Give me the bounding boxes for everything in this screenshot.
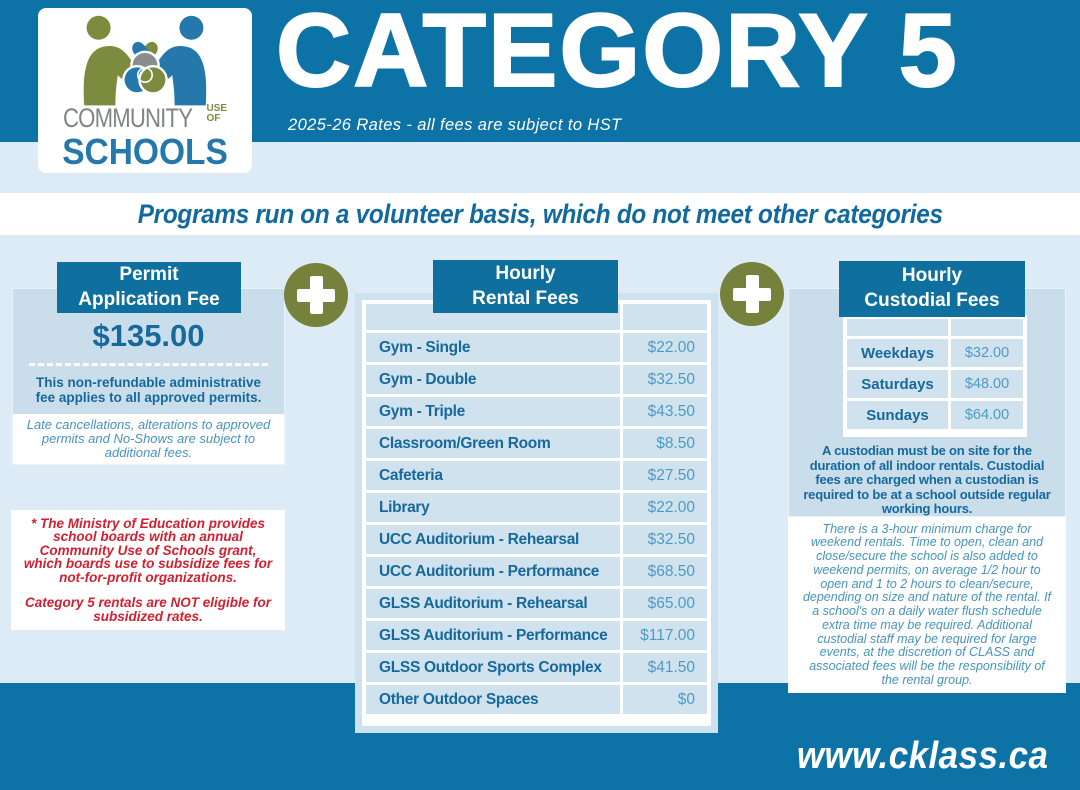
dashed-divider bbox=[29, 363, 268, 366]
community-use-of-schools-logo: COMMUNITY USE OF SCHOOLS bbox=[38, 8, 252, 173]
website-link[interactable]: www.cklass.ca bbox=[796, 735, 1048, 777]
custodial-label: Saturdays bbox=[847, 370, 948, 398]
rental-amount: $0 bbox=[623, 685, 707, 714]
tagline-text: Programs run on a volunteer basis, which… bbox=[137, 198, 943, 229]
rental-fees-table: Gym - Single $22.00 Gym - Double $32.50 … bbox=[362, 300, 711, 726]
rental-label: UCC Auditorium - Rehearsal bbox=[366, 525, 620, 554]
logo-figures-icon bbox=[83, 15, 207, 106]
plus-icon bbox=[720, 262, 784, 326]
page-title: CATEGORY 5 bbox=[275, 0, 959, 109]
rental-label: GLSS Auditorium - Rehearsal bbox=[366, 589, 620, 618]
rental-amount: $65.00 bbox=[623, 589, 707, 618]
hourly-rental-fees-header: Hourly Rental Fees bbox=[433, 260, 618, 313]
permit-application-fee-panel: $135.00 This non-refundable administrati… bbox=[12, 288, 285, 465]
table-row bbox=[847, 319, 1023, 336]
rental-label: Gym - Double bbox=[366, 365, 620, 394]
table-row: UCC Auditorium - Performance $68.50 bbox=[366, 557, 707, 586]
rental-amount: $8.50 bbox=[623, 429, 707, 458]
permit-bold-note: This non-refundable administrative fee a… bbox=[35, 375, 262, 406]
ministry-note-paragraph-1: * The Ministry of Education provides sch… bbox=[23, 515, 273, 585]
table-row: Sundays $64.00 bbox=[847, 401, 1023, 429]
rental-amount: $32.50 bbox=[623, 525, 707, 554]
rental-label: UCC Auditorium - Performance bbox=[366, 557, 620, 586]
hourly-rental-fees-panel: Gym - Single $22.00 Gym - Double $32.50 … bbox=[355, 293, 718, 733]
table-row: Saturdays $48.00 bbox=[847, 370, 1023, 398]
permit-italic-note: Late cancellations, alterations to appro… bbox=[26, 416, 271, 461]
custodial-label: Weekdays bbox=[847, 339, 948, 367]
table-row: Classroom/Green Room $8.50 bbox=[366, 429, 707, 458]
rental-amount: $43.50 bbox=[623, 397, 707, 426]
rental-label: Gym - Triple bbox=[366, 397, 620, 426]
custodial-amount: $32.00 bbox=[951, 339, 1023, 367]
rental-amount: $22.00 bbox=[623, 333, 707, 362]
permit-fee-amount: $135.00 bbox=[92, 318, 205, 353]
permit-italic-note-box: Late cancellations, alterations to appro… bbox=[13, 414, 284, 464]
rental-amount: $22.00 bbox=[623, 493, 707, 522]
table-row: UCC Auditorium - Rehearsal $32.50 bbox=[366, 525, 707, 554]
table-row: GLSS Outdoor Sports Complex $41.50 bbox=[366, 653, 707, 682]
hourly-custodial-fees-header: Hourly Custodial Fees bbox=[839, 261, 1025, 317]
logo-wordmark-top: COMMUNITY USE OF bbox=[63, 103, 227, 134]
rental-label: Cafeteria bbox=[366, 461, 620, 490]
rental-amount: $32.50 bbox=[623, 365, 707, 394]
rental-label: Gym - Single bbox=[366, 333, 620, 362]
table-row: Library $22.00 bbox=[366, 493, 707, 522]
rental-label: GLSS Auditorium - Performance bbox=[366, 621, 620, 650]
custodial-fees-table: Weekdays $32.00 Saturdays $48.00 Sundays… bbox=[843, 315, 1027, 437]
table-row: Cafeteria $27.50 bbox=[366, 461, 707, 490]
custodial-amount: $48.00 bbox=[951, 370, 1023, 398]
rental-amount: $117.00 bbox=[623, 621, 707, 650]
ministry-note-box: * The Ministry of Education provides sch… bbox=[11, 510, 285, 630]
custodial-italic-note: There is a 3-hour minimum charge for wee… bbox=[802, 521, 1052, 687]
custodial-amount: $64.00 bbox=[951, 401, 1023, 429]
rates-subtitle: 2025-26 Rates - all fees are subject to … bbox=[288, 116, 622, 134]
permit-application-fee-header: Permit Application Fee bbox=[57, 262, 241, 313]
ministry-note-paragraph-2: Category 5 rentals are NOT eligible for … bbox=[24, 595, 272, 624]
logo-use-of-text: USE OF bbox=[206, 103, 228, 124]
tagline-band: Programs run on a volunteer basis, which… bbox=[0, 193, 1080, 235]
custodial-bold-note: A custodian must be on site for the dura… bbox=[803, 443, 1051, 517]
logo-community-text: COMMUNITY bbox=[62, 103, 193, 133]
custodial-label: Sundays bbox=[847, 401, 948, 429]
rental-amount: $68.50 bbox=[623, 557, 707, 586]
rental-label: Library bbox=[366, 493, 620, 522]
rental-amount: $41.50 bbox=[623, 653, 707, 682]
custodial-italic-note-box: There is a 3-hour minimum charge for wee… bbox=[788, 517, 1066, 693]
logo-schools-text: SCHOOLS bbox=[62, 131, 228, 172]
table-row: Other Outdoor Spaces $0 bbox=[366, 685, 707, 714]
rental-label: GLSS Outdoor Sports Complex bbox=[366, 653, 620, 682]
table-row: GLSS Auditorium - Performance $117.00 bbox=[366, 621, 707, 650]
rental-amount: $27.50 bbox=[623, 461, 707, 490]
hourly-custodial-fees-panel: Weekdays $32.00 Saturdays $48.00 Sundays… bbox=[788, 288, 1066, 517]
table-row: Gym - Triple $43.50 bbox=[366, 397, 707, 426]
table-row: Weekdays $32.00 bbox=[847, 339, 1023, 367]
rental-label: Other Outdoor Spaces bbox=[366, 685, 620, 714]
rental-label: Classroom/Green Room bbox=[366, 429, 620, 458]
plus-icon bbox=[284, 263, 348, 327]
table-row: Gym - Single $22.00 bbox=[366, 333, 707, 362]
table-row: GLSS Auditorium - Rehearsal $65.00 bbox=[366, 589, 707, 618]
table-row: Gym - Double $32.50 bbox=[366, 365, 707, 394]
